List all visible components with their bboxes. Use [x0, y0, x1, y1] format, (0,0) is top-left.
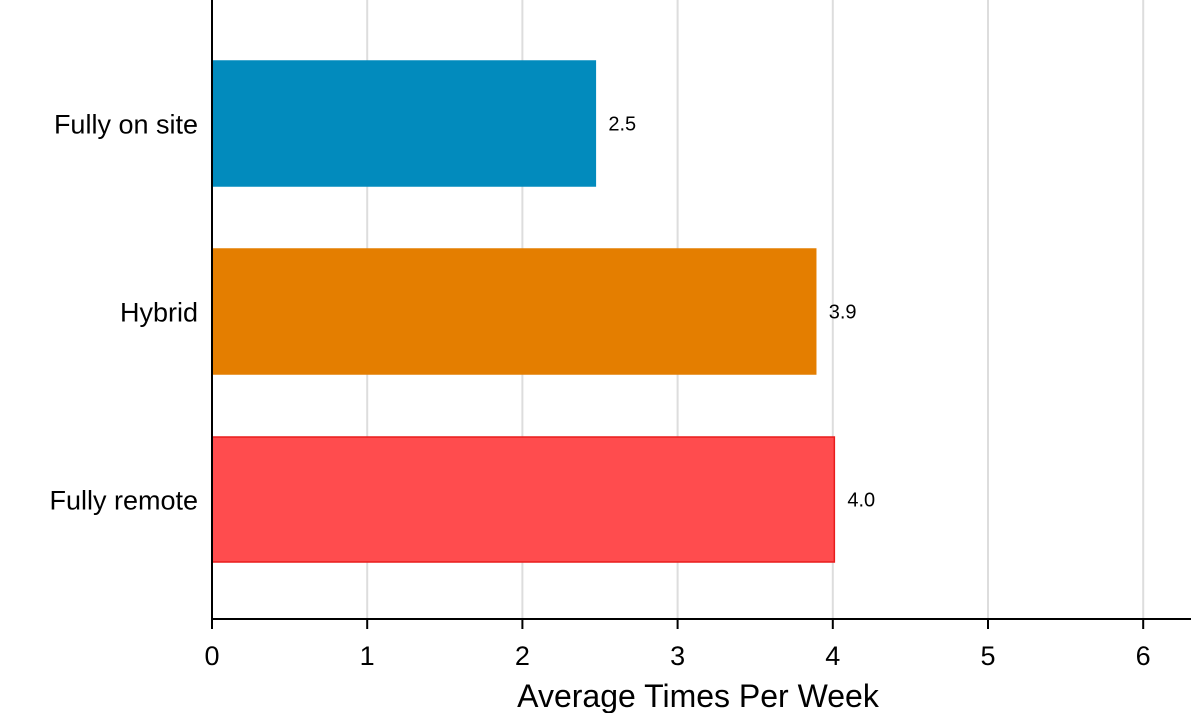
bar-fully-remote	[211, 436, 836, 563]
category-label-hybrid: Hybrid	[120, 298, 198, 328]
x-tick-label-0: 0	[204, 641, 219, 671]
x-axis-title: Average Times Per Week	[517, 678, 880, 713]
data-label-fully-remote: 4.0	[847, 490, 875, 512]
data-label-fully-on-site: 2.5	[608, 114, 636, 136]
category-label-fully-remote: Fully remote	[49, 486, 198, 516]
x-tick-label-1: 1	[360, 641, 375, 671]
data-label-hybrid: 3.9	[829, 302, 857, 324]
bar-hybrid	[211, 248, 817, 375]
x-ticks: 0 1 2 3 4 5 6	[204, 619, 1151, 671]
x-tick-label-4: 4	[825, 641, 840, 671]
x-tick-label-6: 6	[1136, 641, 1151, 671]
bar-fully-on-site	[211, 60, 597, 187]
x-tick-label-5: 5	[980, 641, 995, 671]
axes	[211, 0, 1191, 620]
category-labels: Fully on site Hybrid Fully remote	[49, 110, 198, 516]
x-tick-label-2: 2	[515, 641, 530, 671]
x-tick-label-3: 3	[670, 641, 685, 671]
category-label-fully-on-site: Fully on site	[54, 110, 198, 140]
data-labels: 2.5 3.9 4.0	[608, 114, 875, 512]
bars	[211, 60, 836, 563]
